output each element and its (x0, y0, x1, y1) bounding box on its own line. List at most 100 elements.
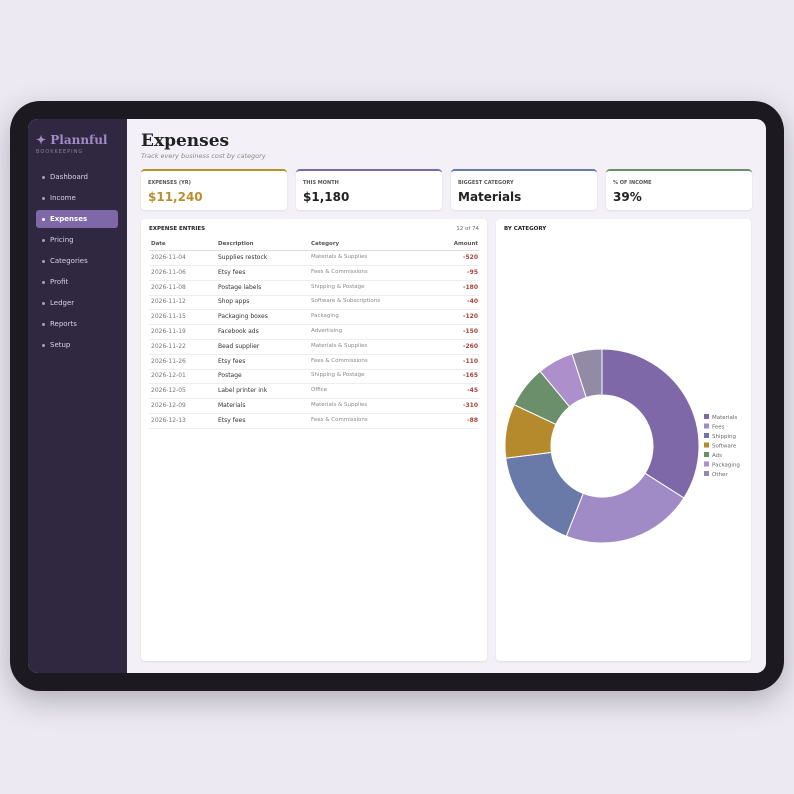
donut-slice (571, 348, 603, 399)
header-rule (149, 250, 479, 251)
table-cell: Label printer ink (218, 387, 268, 395)
nav-item[interactable]: Income (36, 189, 118, 207)
table-cell: Postage labels (218, 283, 262, 291)
nav-dot (42, 239, 45, 242)
table-cell: Packaging boxes (218, 313, 268, 321)
nav-dot (42, 281, 45, 284)
stat-card: THIS MONTH $1,180 (296, 169, 442, 210)
legend-swatch (704, 414, 709, 419)
row-rule (149, 309, 479, 311)
legend-swatch (704, 423, 709, 429)
table-cell: -120 (462, 313, 478, 321)
stat-label: THIS MONTH (303, 180, 339, 186)
table-cell: 2026-11-15 (151, 313, 186, 321)
table-cell: 2026-12-09 (151, 402, 186, 409)
column-header: Description (218, 241, 254, 247)
donut-chart: Materials Fees Shipping Software Ads Packagin… (504, 348, 740, 544)
table-cell: 2026-11-04 (151, 254, 186, 261)
table-cell: 2026-11-19 (151, 328, 186, 335)
table-cell: -260 (462, 342, 478, 350)
table-title: EXPENSE ENTRIES (149, 226, 206, 232)
table-cell: -88 (467, 416, 478, 424)
table-cell: Materials & Supplies (311, 342, 368, 349)
row-rule (149, 413, 479, 414)
stat-label: % OF INCOME (613, 180, 652, 186)
table-cell: -180 (462, 283, 478, 291)
table-cell: -165 (462, 372, 478, 380)
column-header: Amount (453, 241, 478, 247)
stat-label: EXPENSES (YR) (148, 180, 191, 186)
row-rule (149, 339, 479, 340)
nav-item[interactable]: Setup (36, 336, 118, 354)
table-cell: -150 (462, 328, 478, 335)
table-cell: Shop apps (218, 298, 250, 306)
legend-swatch (704, 452, 709, 457)
table-count: 12 of 74 (456, 226, 479, 232)
table-panel: EXPENSE ENTRIES 12 of 74 Date Description… (141, 219, 487, 661)
table-cell: Packaging (311, 313, 339, 320)
legend-label: Software (712, 444, 737, 450)
row-rule (149, 294, 479, 296)
stat-value: $1,180 (303, 190, 350, 204)
table-cell: Postage (218, 372, 242, 380)
row-rule (149, 324, 479, 326)
column-header: Category (311, 241, 340, 247)
donut-slice (601, 348, 700, 499)
legend-swatch (704, 471, 709, 476)
stat-value: Materials (458, 190, 522, 204)
table-cell: Software & Subscriptions (311, 298, 381, 305)
table-cell: 2026-12-01 (151, 372, 186, 380)
nav-item[interactable]: Ledger (36, 294, 118, 312)
table-cell: Bead supplier (218, 342, 260, 350)
table-cell: Office (311, 387, 328, 394)
table-cell: 2026-11-22 (151, 342, 186, 350)
legend-label: Materials (712, 415, 737, 421)
stat-value: $11,240 (148, 190, 203, 204)
column-header: Date (151, 241, 166, 247)
row-rule (149, 353, 479, 355)
table-cell: Advertising (311, 328, 343, 334)
nav-dot (42, 323, 45, 326)
table-cell: 2026-11-06 (151, 268, 186, 276)
table-cell: Materials & Supplies (311, 402, 368, 408)
table-cell: -110 (462, 357, 478, 365)
legend-swatch (704, 442, 709, 448)
table-cell: Etsy fees (218, 416, 246, 424)
brand-tagline: BOOKKEEPING (36, 149, 84, 155)
row-rule (149, 383, 479, 385)
table-cell: Fees & Commissions (311, 357, 368, 364)
screen: ✦ Plannful BOOKKEEPING Dashboard Income Ex… (28, 119, 766, 673)
row-rule (149, 279, 479, 281)
nav-item[interactable]: Reports (36, 315, 118, 333)
table-cell: Fees & Commissions (311, 416, 368, 423)
row-rule (149, 265, 479, 266)
stat-card: % OF INCOME 39% (606, 169, 752, 210)
stat-card: EXPENSES (YR) $11,240 (141, 169, 287, 210)
table-cell: -40 (467, 298, 478, 306)
stat-value: 39% (613, 190, 642, 204)
nav-item[interactable]: Dashboard (36, 168, 118, 186)
legend-label: Other (712, 472, 728, 478)
legend-label: Shipping (712, 434, 736, 440)
table-cell: 2026-12-05 (151, 387, 186, 395)
stat-card: BIGGEST CATEGORY Materials (451, 169, 597, 210)
legend-swatch (704, 433, 709, 438)
nav-item[interactable]: Profit (36, 273, 118, 291)
nav-item[interactable]: Expenses (36, 210, 118, 228)
donut-slice (565, 472, 685, 544)
brand: ✦ Plannful (36, 133, 108, 147)
table-cell: -95 (467, 268, 478, 276)
brand-name: Plannful (50, 133, 108, 147)
row-rule (149, 398, 479, 400)
table-cell: -310 (462, 402, 478, 409)
table-cell: Materials & Supplies (311, 254, 368, 260)
row-rule (149, 427, 479, 429)
row-rule (149, 368, 479, 370)
table-cell: Shipping & Postage (311, 283, 365, 290)
table-cell: Supplies restock (218, 254, 268, 261)
legend-swatch (704, 461, 709, 467)
nav-item[interactable]: Categories (36, 252, 118, 270)
sidebar: ✦ Plannful BOOKKEEPING Dashboard Income Ex… (28, 119, 127, 673)
nav-item[interactable]: Pricing (36, 231, 118, 249)
legend-label: Packaging (712, 463, 740, 469)
